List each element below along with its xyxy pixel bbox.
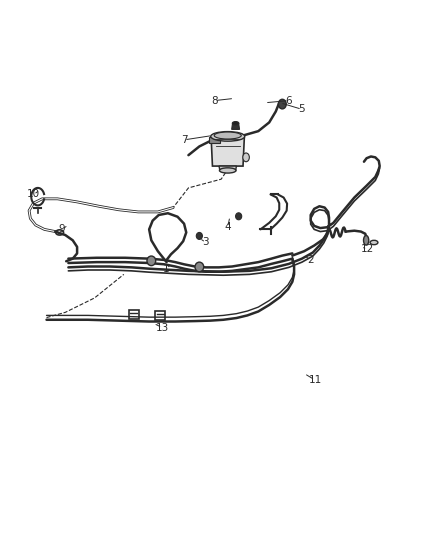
Text: 9: 9	[59, 224, 65, 235]
Text: 1: 1	[163, 264, 170, 273]
Text: 6: 6	[286, 95, 292, 106]
Text: 8: 8	[211, 95, 218, 106]
Text: 7: 7	[181, 135, 187, 145]
Bar	[155, 311, 165, 320]
Ellipse shape	[214, 132, 241, 139]
Text: 2: 2	[307, 255, 314, 265]
Ellipse shape	[243, 153, 249, 161]
Text: 4: 4	[224, 222, 231, 232]
Text: 13: 13	[155, 322, 169, 333]
Ellipse shape	[211, 132, 245, 141]
Ellipse shape	[195, 262, 204, 272]
Ellipse shape	[370, 240, 378, 245]
Ellipse shape	[196, 232, 202, 239]
Text: 12: 12	[361, 244, 374, 254]
Text: 3: 3	[203, 238, 209, 247]
Polygon shape	[219, 166, 237, 171]
Polygon shape	[211, 138, 244, 166]
Polygon shape	[232, 123, 240, 130]
Ellipse shape	[364, 236, 369, 245]
Text: 5: 5	[299, 104, 305, 114]
Bar	[209, 138, 220, 143]
Ellipse shape	[232, 122, 239, 125]
Ellipse shape	[236, 213, 242, 220]
Text: 11: 11	[308, 375, 321, 385]
Ellipse shape	[147, 256, 155, 265]
Bar	[129, 310, 139, 319]
Ellipse shape	[279, 99, 286, 109]
Text: 10: 10	[27, 189, 40, 199]
Ellipse shape	[219, 168, 236, 173]
